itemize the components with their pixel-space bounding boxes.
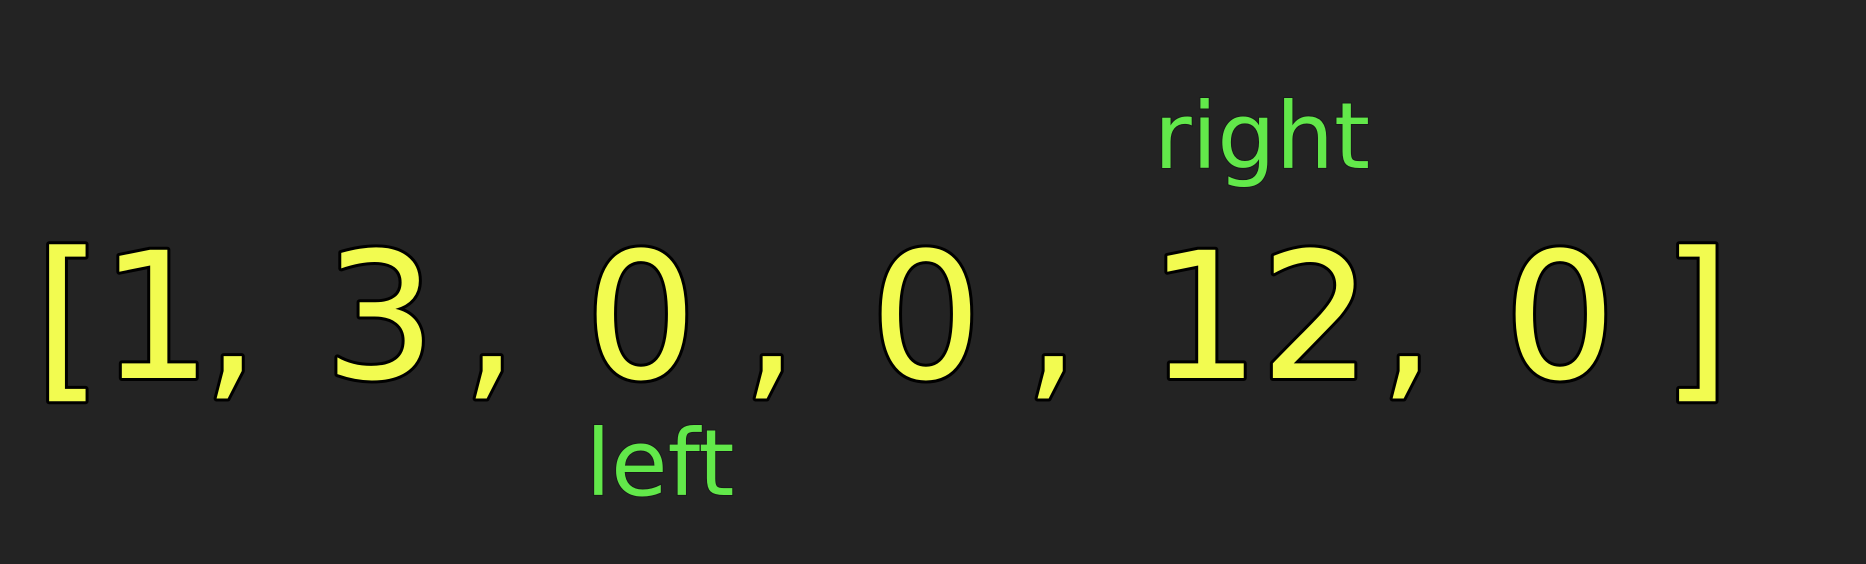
comma-4: , — [1379, 215, 1435, 420]
comma-2: , — [742, 215, 798, 420]
array-element-4: 12 — [1148, 215, 1372, 420]
right-pointer-label: right — [1154, 83, 1370, 190]
open-bracket: [ — [34, 215, 103, 420]
close-bracket: ] — [1662, 215, 1731, 420]
comma-3: , — [1024, 215, 1080, 420]
array-element-2: 0 — [585, 215, 697, 420]
array-element-3: 0 — [870, 215, 982, 420]
left-pointer-label: left — [585, 410, 734, 517]
comma-1: , — [462, 215, 518, 420]
array-element-1: 3 — [324, 215, 436, 420]
array-element-0: 1 — [100, 215, 212, 420]
array-element-5: 0 — [1504, 215, 1616, 420]
comma-0: , — [203, 215, 259, 420]
